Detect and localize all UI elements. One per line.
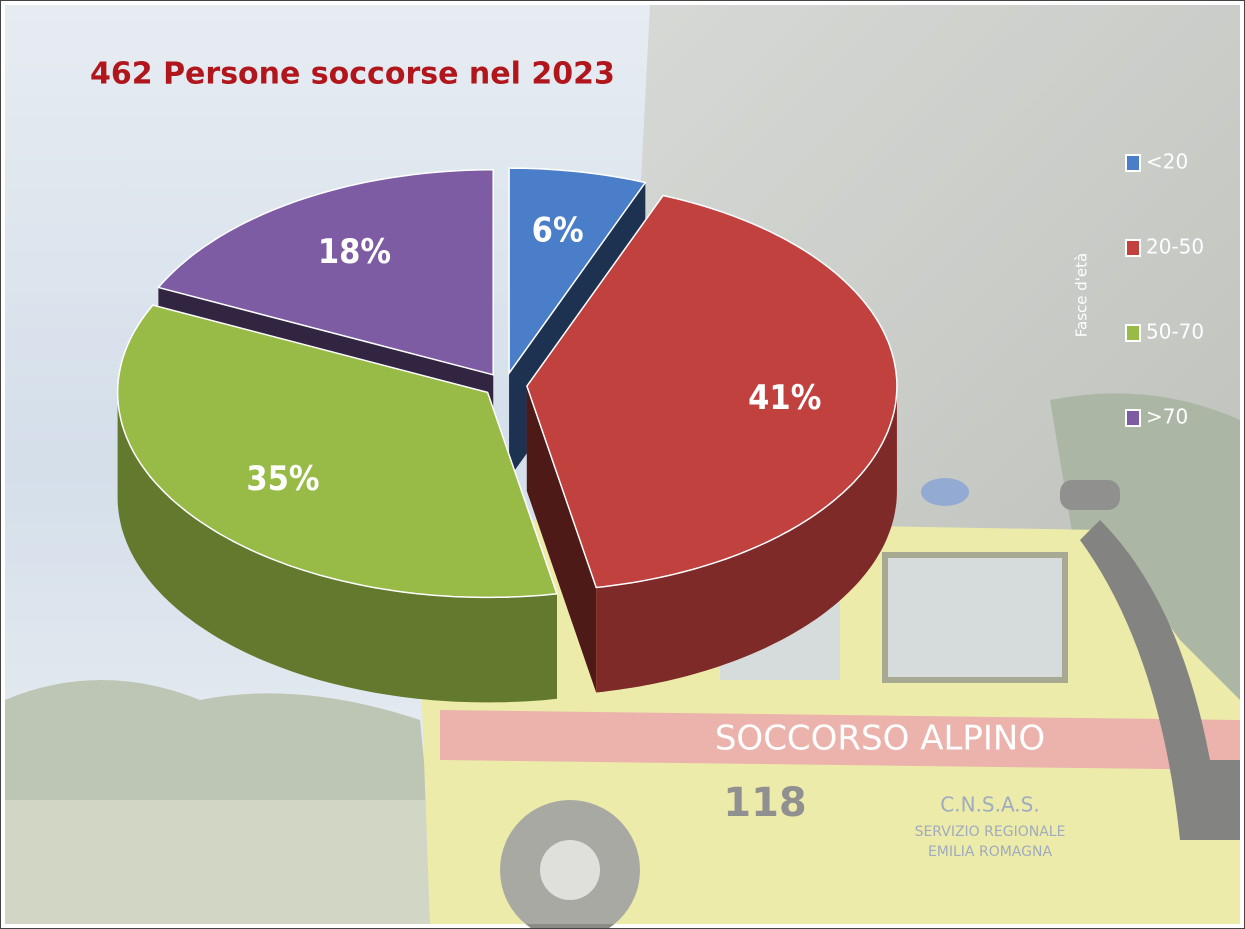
legend-title: Fasce d'età — [1073, 253, 1091, 337]
chart-title: 462 Persone soccorse nel 2023 — [90, 57, 615, 92]
data-label: 6% — [532, 211, 584, 251]
legend-label: 20-50 — [1146, 235, 1204, 259]
data-label: 35% — [246, 459, 319, 499]
legend-label: <20 — [1146, 150, 1188, 174]
legend-swatch — [1126, 325, 1140, 341]
chart: SOCCORSO ALPINO 118 C.N.S.A.S. SERVIZIO … — [0, 0, 1245, 929]
legend-swatch — [1126, 410, 1140, 426]
data-label: 18% — [318, 232, 391, 272]
legend-swatch — [1126, 155, 1140, 171]
legend-swatch — [1126, 240, 1140, 256]
legend-label: 50-70 — [1146, 320, 1204, 344]
data-label: 41% — [748, 378, 821, 418]
legend-label: >70 — [1146, 405, 1188, 429]
